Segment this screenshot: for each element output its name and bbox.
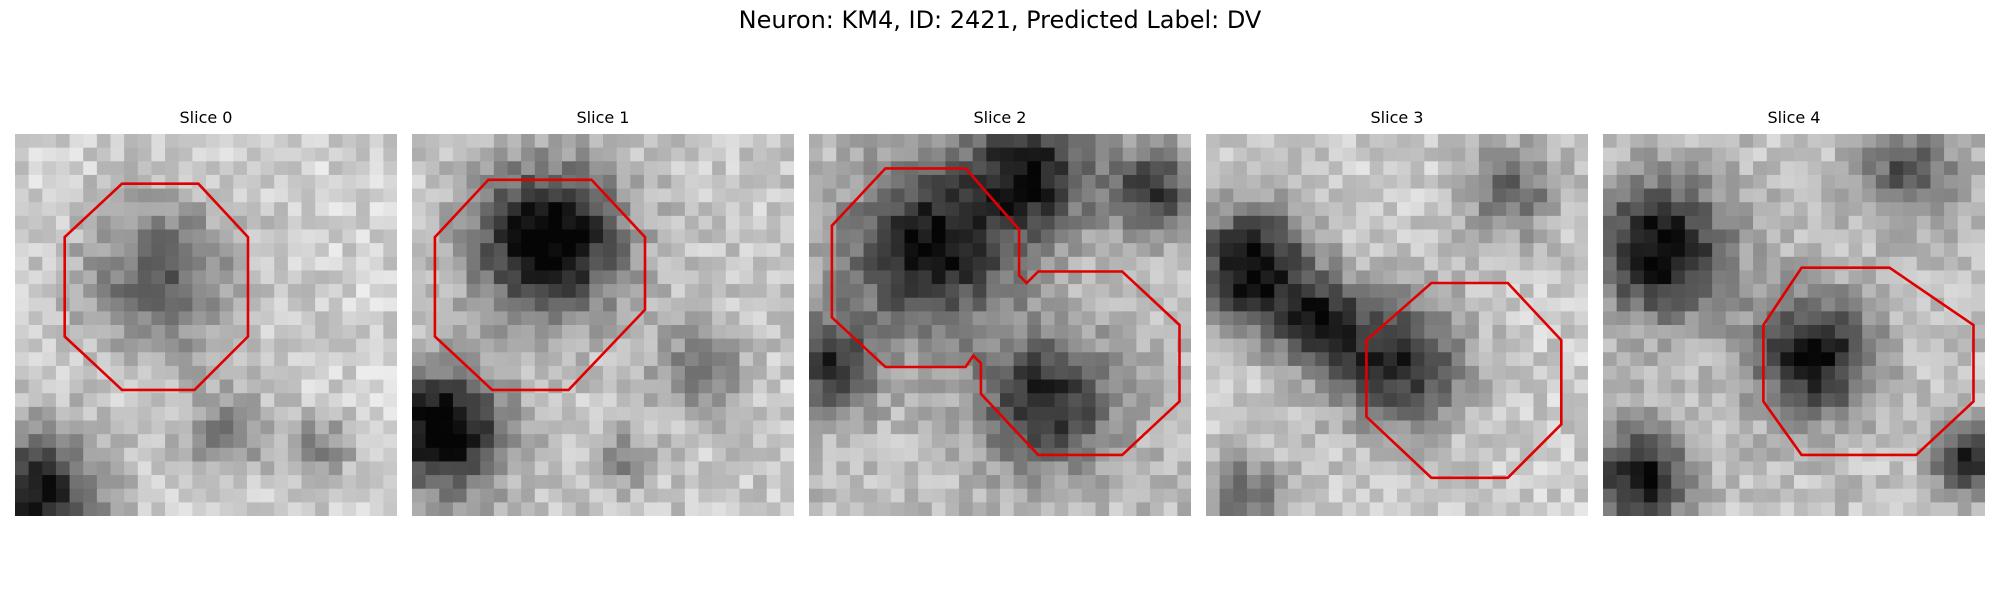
slice-2-image — [809, 134, 1191, 516]
slice-4-image — [1603, 134, 1985, 516]
pixel-grid — [412, 134, 794, 516]
roi-outline — [63, 182, 250, 392]
panel-title-slice-4: Slice 4 — [1767, 108, 1821, 127]
pixel-grid — [1603, 134, 1985, 516]
roi-outline — [433, 178, 647, 392]
panel-title-slice-1: Slice 1 — [576, 108, 630, 127]
figure-title: Neuron: KM4, ID: 2421, Predicted Label: … — [738, 6, 1262, 34]
pixel-grid — [1206, 134, 1588, 516]
slice-3-image — [1206, 134, 1588, 516]
pixel-grid — [809, 134, 1191, 516]
slice-1-image — [412, 134, 794, 516]
pixel-grid — [15, 134, 397, 516]
slice-0-image — [15, 134, 397, 516]
panel-title-slice-2: Slice 2 — [973, 108, 1027, 127]
panel-title-slice-3: Slice 3 — [1370, 108, 1424, 127]
roi-outline — [1762, 266, 1975, 457]
panel-title-slice-0: Slice 0 — [179, 108, 233, 127]
roi-outline — [1365, 281, 1563, 480]
roi-outline — [830, 167, 1181, 457]
